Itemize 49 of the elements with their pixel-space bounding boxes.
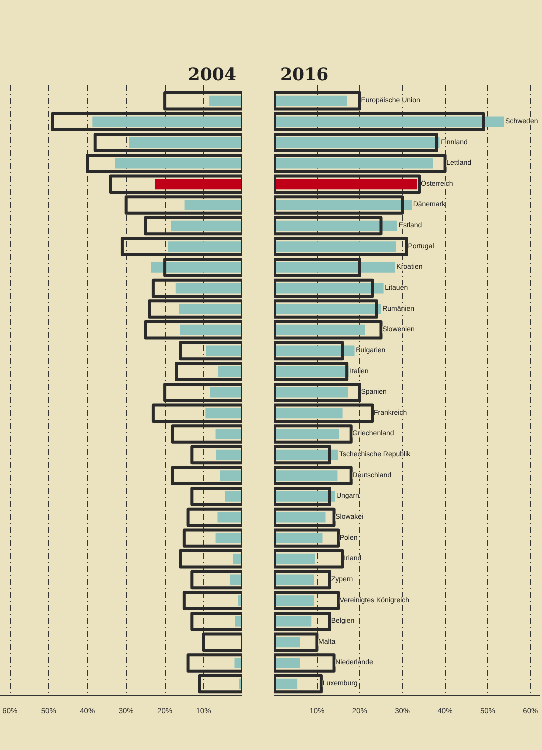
bar (274, 242, 396, 252)
bar (179, 304, 242, 315)
bar (274, 387, 348, 398)
bar (274, 512, 326, 523)
bar (218, 512, 242, 523)
bar (152, 262, 242, 273)
bar (274, 491, 336, 502)
bar (274, 637, 300, 648)
bar (274, 429, 340, 440)
bar (274, 616, 312, 627)
bar (274, 596, 314, 606)
bar (218, 366, 242, 377)
bar (171, 220, 242, 232)
bar (168, 242, 242, 252)
bar (274, 346, 355, 356)
bar (210, 96, 242, 106)
bar (216, 429, 242, 440)
bar (180, 324, 242, 336)
bar (274, 262, 396, 273)
bar (206, 346, 242, 356)
bar (274, 554, 316, 564)
bar (274, 96, 348, 106)
chart-title: 2004 (188, 66, 237, 86)
bar (184, 200, 242, 210)
bar (129, 138, 242, 148)
bar (274, 678, 298, 690)
bar (220, 470, 242, 482)
bar (216, 450, 242, 460)
bar (274, 138, 440, 148)
bar (225, 491, 242, 502)
bar (274, 533, 323, 544)
bar (210, 387, 242, 398)
chart-title: 2016 (280, 66, 329, 86)
bar (274, 408, 343, 419)
bar (216, 533, 242, 544)
bar (274, 574, 314, 586)
bar (206, 408, 242, 419)
bar (274, 304, 382, 315)
bar (274, 220, 398, 232)
bar (274, 366, 349, 377)
bar (274, 158, 434, 169)
bar (154, 179, 242, 190)
bar (274, 283, 384, 294)
bar (274, 658, 300, 668)
bar (274, 200, 412, 210)
bar (274, 116, 504, 128)
bar (274, 470, 338, 482)
bar (274, 324, 366, 336)
bar (176, 283, 242, 294)
